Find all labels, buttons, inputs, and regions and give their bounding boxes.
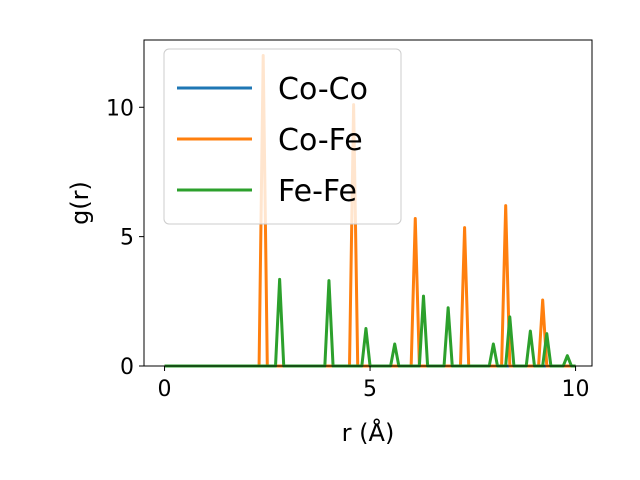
y-tick-label: 5 [120, 226, 134, 251]
x-tick-label: 10 [562, 377, 590, 402]
y-tick-label: 0 [120, 355, 134, 380]
x-tick-label: 5 [363, 377, 377, 402]
plot-frame [143, 39, 593, 367]
y-axis-label: g(r) [66, 181, 94, 225]
y-tick-label: 10 [106, 96, 134, 121]
y-axis-ticks: 0 5 10 [106, 96, 144, 380]
legend: Co-Co Co-Fe Fe-Fe [163, 48, 402, 225]
legend-label-fe-fe: Fe-Fe [278, 174, 357, 209]
series-line-fe-fe [164, 277, 576, 368]
legend-label-co-fe: Co-Fe [278, 123, 363, 158]
legend-label-co-co: Co-Co [278, 72, 368, 107]
legend-box [163, 48, 402, 225]
x-axis-label: r (Å) [342, 418, 395, 447]
x-tick-label: 0 [158, 377, 172, 402]
x-axis-ticks: 0 5 10 [158, 366, 590, 402]
